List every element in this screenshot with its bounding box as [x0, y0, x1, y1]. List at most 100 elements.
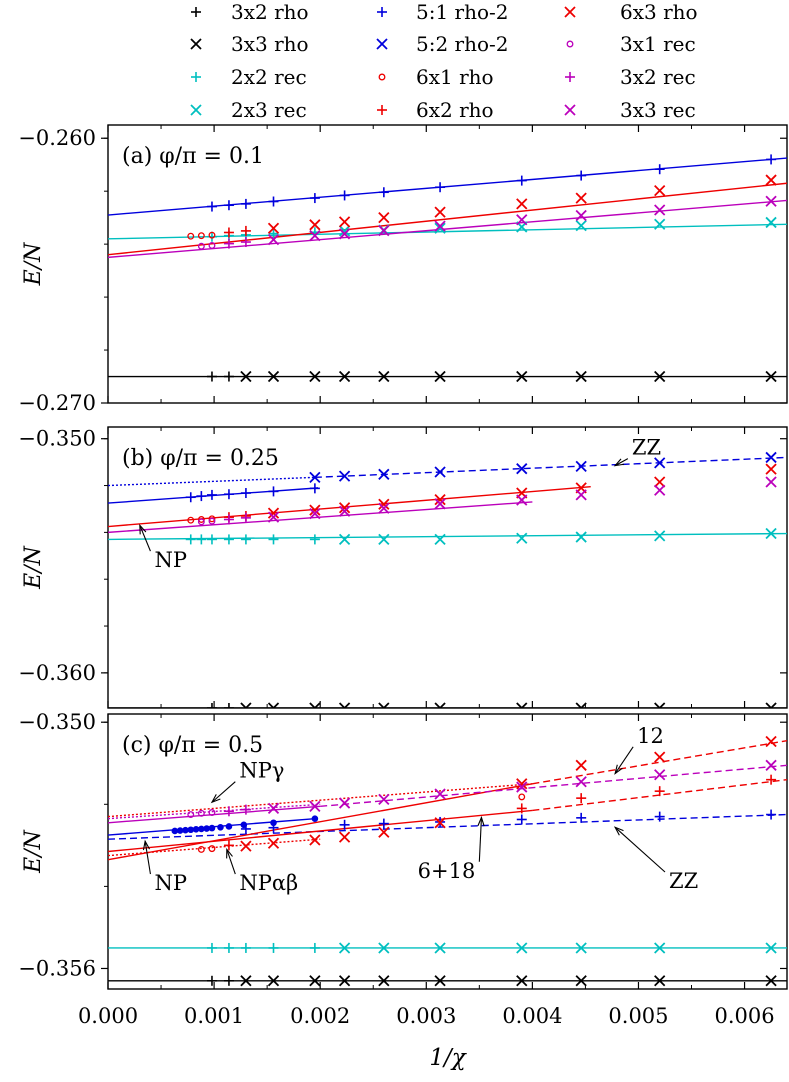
- series-3x2-rec: [223, 512, 251, 525]
- marker-stroke: [765, 370, 777, 383]
- data-point: [765, 451, 777, 464]
- data-point: [516, 942, 528, 954]
- series-3x3-rec: [267, 195, 777, 246]
- data-point: [197, 845, 205, 853]
- fit-line: [108, 783, 533, 861]
- legend-label: 5:2 rho-2: [416, 32, 509, 56]
- x-tick-label: 0.003: [396, 1004, 456, 1028]
- series-5-1-rho-2: [240, 809, 777, 834]
- series-5-2-rho-2: [309, 451, 777, 483]
- annotation-arrow: [211, 781, 236, 803]
- data-point: [223, 975, 234, 986]
- data-point: [268, 196, 279, 207]
- legend-entry: 6x1 rho: [378, 65, 494, 89]
- legend-label: 6x1 rho: [416, 65, 494, 89]
- data-point: [240, 975, 252, 987]
- marker-stroke: [520, 702, 528, 708]
- data-point: [309, 702, 321, 708]
- legend-entry: 3x3 rho: [190, 32, 309, 56]
- marker-stroke: [309, 800, 321, 812]
- panel-title: (b) φ/π = 0.25: [122, 446, 279, 471]
- series-3x1-rec: [197, 517, 216, 526]
- y-tick-label: −0.260: [18, 126, 96, 150]
- annotation-arrowhead: [142, 839, 151, 851]
- data-point: [206, 489, 217, 500]
- marker-stroke: [272, 702, 280, 708]
- data-point: [576, 812, 587, 823]
- data-point: [516, 175, 527, 186]
- marker-stroke: [240, 840, 252, 852]
- fit-line: [108, 803, 321, 820]
- data-point: [378, 468, 390, 480]
- annotation-arrow: [144, 841, 151, 875]
- legend-label: 2x3 rec: [231, 98, 307, 122]
- data-point: [309, 834, 321, 846]
- data-point: [654, 204, 666, 216]
- data-point: [240, 821, 248, 829]
- series-3x1-rec: [197, 242, 216, 250]
- legend-entry: 2x3 rec: [190, 98, 307, 122]
- annotation-arrow: [226, 849, 236, 875]
- marker-stroke: [434, 498, 446, 510]
- marker-stroke: [516, 781, 528, 793]
- data-point: [516, 532, 528, 544]
- data-point: [223, 806, 234, 817]
- series-5-1-rho-2: [206, 154, 777, 212]
- marker-stroke: [376, 38, 388, 50]
- data-point: [206, 703, 217, 708]
- series-3x3-rho: [240, 975, 777, 987]
- data-point: [434, 702, 446, 708]
- data-point: [309, 370, 321, 383]
- legend-entry: 3x2 rho: [191, 0, 309, 24]
- data-point: [518, 793, 526, 801]
- data-point: [206, 534, 217, 545]
- data-point: [654, 975, 666, 987]
- data-point: [196, 491, 207, 502]
- marker-stroke: [267, 837, 280, 849]
- series-6x1-rho: [187, 231, 216, 240]
- data-point: [197, 809, 205, 817]
- data-point: [765, 975, 777, 987]
- fit-line: [532, 778, 787, 812]
- data-point: [240, 804, 251, 815]
- data-point: [240, 237, 251, 248]
- marker-stroke: [338, 533, 351, 546]
- legend-label: 3x3 rec: [620, 98, 696, 122]
- data-point: [267, 370, 280, 383]
- marker-stroke: [267, 975, 280, 987]
- y-axis-label: E/N: [21, 545, 46, 589]
- data-point: [240, 534, 251, 545]
- data-point: [378, 370, 390, 383]
- data-point: [338, 470, 351, 482]
- marker-stroke: [338, 975, 351, 987]
- data-point: [185, 492, 196, 503]
- marker-stroke: [769, 702, 777, 708]
- marker-stroke: [564, 104, 576, 116]
- legend-marker: [377, 7, 387, 17]
- legend-marker: [190, 104, 202, 116]
- marker-stroke: [765, 527, 777, 540]
- panel-title: (c) φ/π = 0.5: [122, 733, 263, 758]
- marker-stroke: [267, 511, 280, 523]
- series-6x1-rho: [197, 793, 526, 853]
- fit-line: [108, 809, 533, 853]
- data-point: [208, 242, 216, 249]
- marker-stroke: [240, 975, 252, 987]
- legend-entry: 6x3 rho: [564, 0, 698, 24]
- data-point: [575, 759, 587, 771]
- data-point: [240, 702, 252, 708]
- data-point: [309, 471, 321, 483]
- marker-stroke: [654, 530, 666, 542]
- marker-stroke: [654, 204, 666, 216]
- series-6x2-rho: [223, 225, 251, 238]
- data-point: [576, 170, 587, 181]
- fit-line: [320, 764, 787, 808]
- panel: −0.350 −0.360 E/N (b) φ/π = 0.25 ZZ NP: [18, 426, 788, 709]
- data-point: [223, 238, 234, 249]
- series-5-1-rho-2: [185, 483, 320, 503]
- data-point: [206, 201, 217, 212]
- data-point: [575, 942, 587, 954]
- legend-label: 3x2 rec: [620, 65, 696, 89]
- data-point: [268, 534, 279, 545]
- legend-marker: [564, 104, 576, 116]
